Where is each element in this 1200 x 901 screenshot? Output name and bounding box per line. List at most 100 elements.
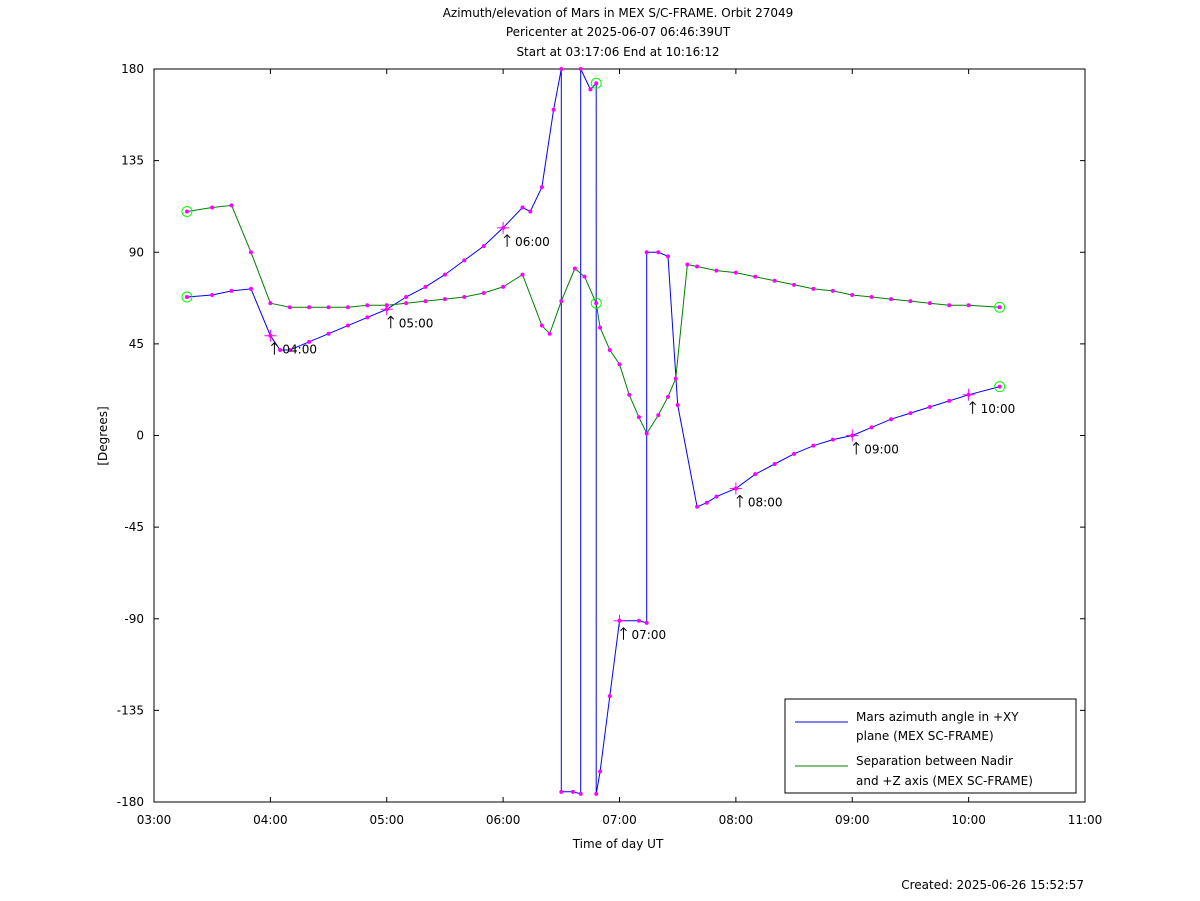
separation-point xyxy=(636,415,641,420)
azimuth-point xyxy=(307,339,312,344)
azimuth-point xyxy=(753,472,758,477)
separation-point xyxy=(572,266,577,271)
separation-point xyxy=(248,250,253,255)
azimuth-point xyxy=(481,244,486,249)
start-end-marker xyxy=(181,291,193,303)
marker-layer xyxy=(181,67,1006,796)
legend-label-azimuth-line-2: plane (MEX SC-FRAME) xyxy=(856,729,994,743)
separation-point xyxy=(210,205,215,210)
separation-point xyxy=(404,301,409,306)
y-tick-label: 0 xyxy=(136,429,144,443)
separation-point xyxy=(656,413,661,418)
separation-point xyxy=(889,297,894,302)
azimuth-point xyxy=(636,618,641,623)
separation-point xyxy=(326,305,331,310)
y-axis-label: [Degrees] xyxy=(96,406,110,465)
azimuth-point xyxy=(594,791,599,796)
azimuth-point xyxy=(326,331,331,336)
azimuth-point xyxy=(559,67,564,71)
azimuth-point xyxy=(248,286,253,291)
separation-point xyxy=(850,293,855,298)
x-axis-label: Time of day UT xyxy=(572,837,664,851)
azimuth-point xyxy=(462,258,467,263)
separation-point xyxy=(582,274,587,279)
hour-arrow-head xyxy=(271,342,278,347)
hour-arrow-head xyxy=(503,234,511,239)
start-end-marker xyxy=(590,77,602,89)
azimuth-point xyxy=(792,451,797,456)
azimuth-point xyxy=(229,288,234,293)
x-tick-labels: 03:00 04:00 05:00 06:00 07:00 08:00 09:00 10:00… xyxy=(137,813,1103,827)
azimuth-point xyxy=(184,295,189,300)
azimuth-point xyxy=(404,295,409,300)
azimuth-point xyxy=(365,315,370,320)
x-tick-label: 11:00 xyxy=(1068,813,1103,827)
separation-point xyxy=(423,299,428,304)
hour-annotation-label: 08:00 xyxy=(748,495,783,509)
legend: Mars azimuth angle in +XY plane (MEX SC-… xyxy=(784,698,1077,794)
separation-point xyxy=(811,286,816,291)
hour-arrow-head xyxy=(969,401,976,406)
separation-point xyxy=(908,299,913,304)
hour-annotation-label: 10:00 xyxy=(981,402,1016,416)
separation-point xyxy=(184,209,189,214)
azimuth-point xyxy=(442,272,447,277)
separation-point xyxy=(685,262,690,267)
azimuth-point xyxy=(665,254,670,259)
azimuth-point xyxy=(423,284,428,289)
y-tick-labels: 180 135 90 45 0 -45 -90 -135 -180 xyxy=(117,62,144,809)
separation-point xyxy=(547,331,552,336)
separation-point xyxy=(733,270,738,275)
chart-title: Azimuth/elevation of Mars in MEX S/C-FRA… xyxy=(443,6,794,59)
azimuth-point xyxy=(345,323,350,328)
separation-point xyxy=(627,392,632,397)
azimuth-point xyxy=(644,250,649,255)
separation-point xyxy=(617,362,622,367)
azimuth-point xyxy=(675,402,680,407)
separation-point xyxy=(598,325,603,330)
azimuth-point xyxy=(772,462,777,467)
y-tick-label: -45 xyxy=(124,520,144,534)
separation-point xyxy=(714,268,719,273)
azimuth-point xyxy=(869,425,874,430)
azimuth-point xyxy=(908,411,913,416)
separation-point xyxy=(772,278,777,283)
hour-arrow-head xyxy=(387,315,395,320)
azimuth-series-line xyxy=(186,68,1000,795)
separation-point xyxy=(594,301,599,306)
azimuth-point xyxy=(278,347,283,352)
azimuth-point xyxy=(570,789,575,794)
x-tick-label: 08:00 xyxy=(719,813,754,827)
azimuth-point xyxy=(210,293,215,298)
separation-point xyxy=(665,394,670,399)
series-layer xyxy=(186,68,1000,795)
x-tick-label: 05:00 xyxy=(369,813,404,827)
chart-title-line-1: Azimuth/elevation of Mars in MEX S/C-FRA… xyxy=(443,6,794,20)
azimuth-point xyxy=(889,417,894,422)
hour-annotation-label: 06:00 xyxy=(515,235,550,249)
azimuth-point xyxy=(656,250,661,255)
separation-point xyxy=(830,288,835,293)
azimuth-point xyxy=(811,443,816,448)
created-footer: Created: 2025-06-26 15:52:57 xyxy=(901,878,1084,892)
separation-point xyxy=(869,295,874,300)
start-end-marker xyxy=(590,297,602,309)
x-tick-label: 04:00 xyxy=(253,813,288,827)
hour-annotation-label: 09:00 xyxy=(864,443,899,457)
azimuth-point xyxy=(528,209,533,214)
azimuth-point xyxy=(644,620,649,625)
separation-point xyxy=(307,305,312,310)
separation-point xyxy=(268,301,273,306)
azimuth-point xyxy=(704,500,709,505)
azimuth-point xyxy=(830,437,835,442)
azimuth-point xyxy=(287,347,292,352)
separation-point xyxy=(947,303,952,308)
y-tick-label: 90 xyxy=(129,245,144,259)
separation-point xyxy=(481,290,486,295)
separation-point xyxy=(345,305,350,310)
start-end-marker xyxy=(994,381,1006,393)
x-tick-label: 09:00 xyxy=(835,813,870,827)
x-tick-label: 10:00 xyxy=(951,813,986,827)
hour-arrow-head xyxy=(736,494,744,499)
